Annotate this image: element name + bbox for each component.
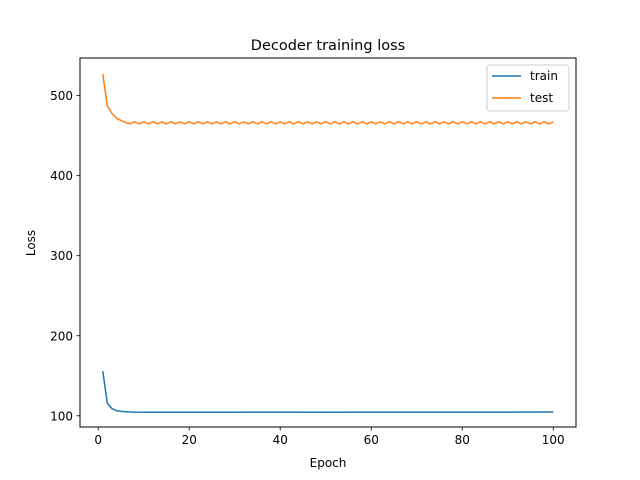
x-tick-label: 60 xyxy=(364,433,379,447)
y-tick-label: 300 xyxy=(50,249,73,263)
x-tick-label: 0 xyxy=(94,433,102,447)
y-tick-label: 200 xyxy=(50,329,73,343)
x-tick-label: 20 xyxy=(182,433,197,447)
y-axis-label: Loss xyxy=(24,230,38,256)
series-line-train xyxy=(102,370,554,413)
y-axis: 100 200 300 400 500 xyxy=(50,89,80,423)
x-tick-label: 80 xyxy=(455,433,470,447)
chart-title: Decoder training loss xyxy=(251,38,405,54)
x-tick-label: 100 xyxy=(542,433,565,447)
legend: train test xyxy=(486,64,570,112)
x-axis: 0 20 40 60 80 100 xyxy=(94,427,565,447)
y-tick-label: 500 xyxy=(50,89,73,103)
legend-label-test: test xyxy=(530,91,553,105)
plot-area xyxy=(102,73,554,413)
plot-frame xyxy=(79,57,577,428)
x-axis-label: Epoch xyxy=(310,456,347,470)
y-tick-label: 100 xyxy=(50,409,73,423)
y-tick-label: 400 xyxy=(50,169,73,183)
x-tick-label: 40 xyxy=(273,433,288,447)
legend-label-train: train xyxy=(530,69,558,83)
series-line-test xyxy=(102,73,554,125)
